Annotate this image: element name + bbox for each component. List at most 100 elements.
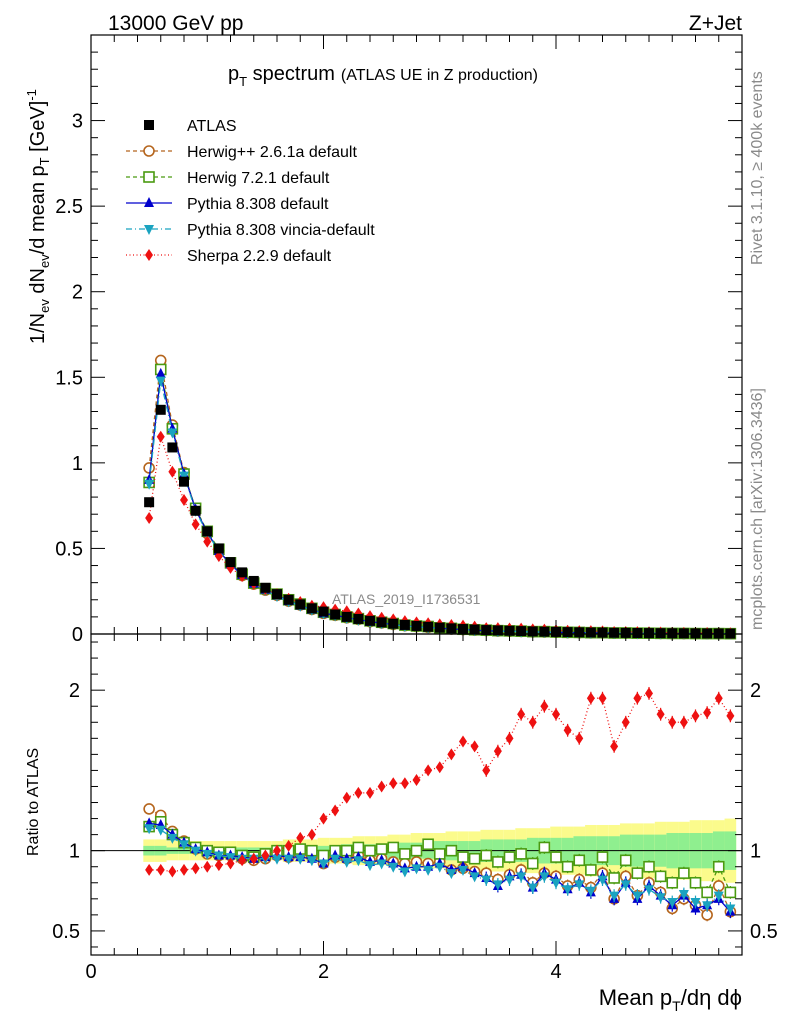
ratio-point [377,780,386,793]
ratio-point [585,864,597,876]
ratio-point [552,708,560,721]
ratio-point [145,863,154,876]
ratio-point [213,851,224,862]
y-tick-label: 0 [72,624,83,646]
atlas-data-point [179,476,189,487]
main-point [191,518,200,531]
ratio-point [272,854,282,865]
ratio-point [203,860,212,873]
ratio-point [167,833,178,844]
ratio-point [528,716,537,729]
legend-marker [143,171,155,183]
title-sub: T [239,74,247,89]
legend-label: Herwig++ 2.6.1a default [187,144,357,161]
y-tick-label: 2.5 [55,196,83,218]
legend-marker [145,249,153,261]
main-point [180,493,188,506]
ratio-point [410,844,423,857]
ratio-point [492,880,503,891]
ratio-point [654,870,667,883]
title-p: p [228,63,239,85]
ratio-point [387,841,400,854]
atlas-data-point [202,526,213,537]
ratio-point [515,848,527,860]
main-point [203,535,212,548]
ratio-point [433,848,446,860]
main-point [145,512,154,525]
ratio-point [155,825,166,836]
ratio-point [679,716,688,729]
ratio-point [609,891,620,902]
ratio-point [631,867,644,879]
ratio-point [585,886,596,897]
ratio-point [411,864,422,875]
ratio-point [505,732,514,745]
main-y-label: 1/Nev dNev/d mean pT [GeV]-1 [24,89,52,344]
ratio-point [273,844,281,857]
ratio-point [597,875,608,886]
ratio-point [319,812,328,825]
legend-entry: Pythia 8.308 default [126,196,329,213]
x-tick-label: 4 [550,961,561,983]
ratio-y-tick-label-left: 0.5 [52,921,80,943]
legend-marker [144,225,154,235]
ratio-point [598,692,607,705]
ratio-point [620,880,631,891]
plot-title: pT spectrum (ATLAS UE in Z production) [228,63,538,89]
ratio-point [656,708,665,721]
ratio-point [353,856,364,867]
legend-marker [144,197,154,207]
mcplots-label: mcplots.cern.ch [arXiv:1306.3436] [749,388,766,630]
atlas-data-point [609,627,620,638]
ratio-point [389,777,398,790]
ratio-point [144,824,155,835]
ratio-point [703,706,712,719]
ratio-y-tick-label-left: 2 [69,680,80,702]
legend: ATLAS Herwig++ 2.6.1a default Herwig 7.2.1… [126,118,375,265]
ratio-y-tick-label-right: 0.5 [750,921,778,943]
title-rest: spectrum [247,63,335,85]
ratio-point [724,886,737,899]
ratio-point [712,860,725,873]
ratio-point [296,831,305,844]
legend-label: Sherpa 2.2.9 default [187,248,332,265]
ratio-point [667,898,678,909]
ratio-point [447,748,456,761]
ratio-point [143,803,155,815]
ratio-point [354,786,363,799]
atlas-data-point [260,582,271,593]
main-point [155,367,166,378]
ratio-point [365,861,375,872]
atlas-data-point [539,626,550,637]
ratio-point [503,851,516,863]
atlas-data-point [155,404,166,415]
beam-label: 13000 GeV pp [108,12,243,35]
ratio-point [342,791,351,804]
ratio-point [517,708,526,721]
ratio-point [655,893,666,904]
ratio-point [318,859,329,870]
ratio-point [458,865,468,876]
ratio-point [668,716,677,729]
ratio-point [619,854,632,867]
ratio-point [399,867,410,878]
ratio-series-line [149,692,731,873]
ratio-point [331,804,340,817]
ratio-point [261,849,270,862]
ratio-point [364,844,376,857]
atlas-data-point [248,575,259,586]
ratio-point [596,851,609,863]
ratio-point [678,867,690,879]
ratio-point [538,841,551,854]
ratio-point [190,846,201,857]
atlas-data-point [678,628,689,639]
ratio-point [527,883,538,894]
ratio-point [366,786,374,799]
ratio-point [691,709,700,722]
atlas-data-point [632,628,643,639]
atlas-data-point [318,606,329,617]
ratio-point [446,869,457,880]
ratio-point [470,740,479,753]
process-label: Z+Jet [689,12,742,35]
title-extra: (ATLAS UE in Z production) [341,67,538,84]
